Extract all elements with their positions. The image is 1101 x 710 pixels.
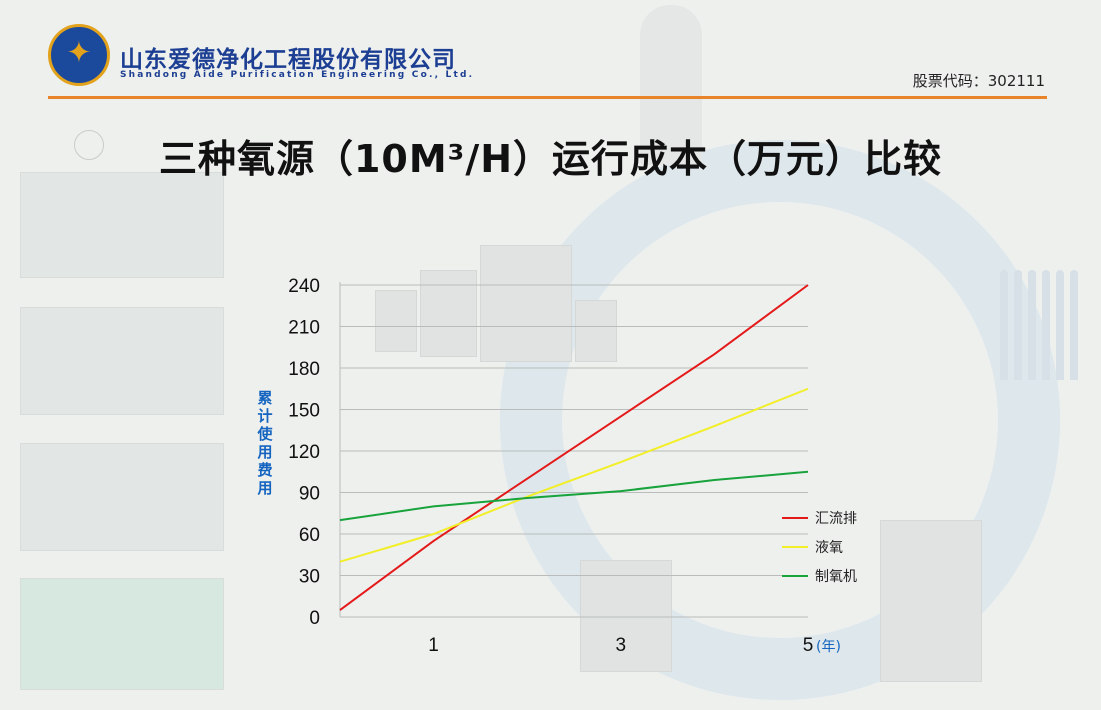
- background-room-image: [20, 443, 224, 551]
- y-tick-label: 240: [288, 276, 320, 297]
- background-machine-image: [575, 300, 617, 362]
- header-divider: [48, 96, 1047, 99]
- chart-series: [339, 284, 809, 611]
- x-axis-unit-label: (年): [816, 639, 841, 655]
- y-tick-label: 150: [288, 401, 320, 422]
- background-room-image: [20, 578, 224, 690]
- background-room-image: [20, 307, 224, 415]
- y-tick-label: 0: [309, 608, 320, 629]
- background-tank-image: [640, 5, 702, 165]
- legend-label: 液氧: [815, 540, 843, 556]
- stock-code: 股票代码：302111: [912, 72, 1045, 90]
- background-machine-image: [580, 560, 672, 672]
- background-machine-image: [375, 290, 417, 352]
- legend-label: 汇流排: [815, 511, 857, 527]
- x-tick-label: 3: [616, 635, 627, 656]
- background-room-image: [20, 172, 224, 278]
- series-line-0: [339, 284, 809, 611]
- chart-grid: [340, 284, 808, 618]
- company-name-en: Shandong Aide Purification Engineering C…: [120, 70, 475, 80]
- y-tick-label: 180: [288, 359, 320, 380]
- chart-axes: 0 30 60 90 120 150 180 210 240 1 3 5: [288, 276, 813, 656]
- series-line-1: [339, 387, 809, 563]
- y-tick-label: 30: [299, 567, 320, 588]
- x-tick-label: 5: [803, 635, 814, 656]
- legend-label: 制氧机: [815, 569, 857, 585]
- series-line-2: [339, 470, 809, 522]
- background-arrow-icon: [74, 130, 104, 160]
- background-machine-image: [880, 520, 982, 682]
- background-cylinders-image: [1000, 270, 1084, 384]
- y-tick-label: 210: [288, 318, 320, 339]
- background-machine-image: [480, 245, 572, 362]
- x-tick-label: 1: [428, 635, 439, 656]
- star-icon: ✦: [66, 35, 92, 71]
- chart-title: 三种氧源（10M³/H）运行成本（万元）比较: [158, 137, 943, 181]
- y-tick-label: 120: [288, 442, 320, 463]
- y-axis-label: 累计使用费用: [256, 389, 273, 497]
- y-tick-label: 60: [299, 525, 320, 546]
- y-tick-label: 90: [299, 484, 320, 505]
- company-logo: ✦: [48, 24, 110, 86]
- company-name-cn: 山东爱德净化工程股份有限公司: [120, 47, 456, 73]
